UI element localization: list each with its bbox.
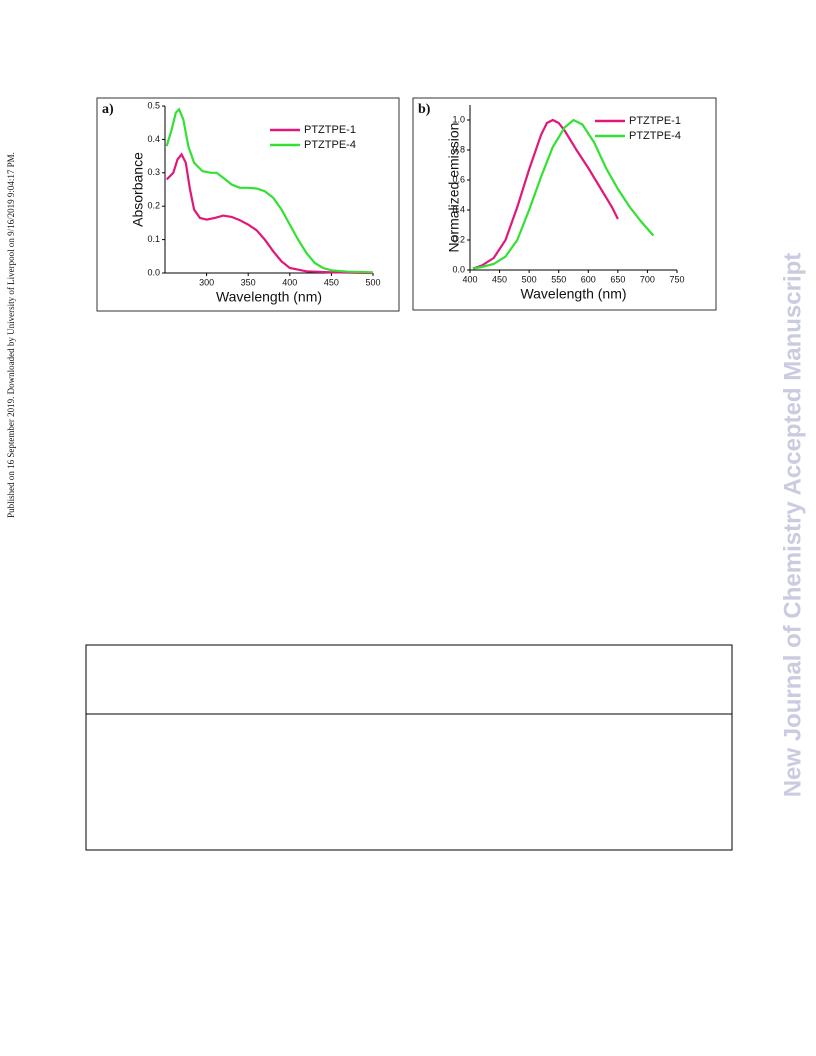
x-tick-label: 700 [640, 274, 655, 284]
x-tick-label: 300 [199, 277, 214, 287]
y-tick-label: 1.0 [452, 114, 465, 124]
x-tick-label: 350 [241, 277, 256, 287]
table-box [85, 644, 733, 851]
x-tick-label: 750 [669, 274, 684, 284]
x-tick-label: 450 [324, 277, 339, 287]
y-tick-label: 0.0 [452, 264, 465, 274]
y-tick-label: 0.5 [147, 100, 160, 110]
y-tick-label: 0.1 [147, 234, 160, 244]
y-tick-label: 0.2 [147, 201, 160, 211]
y-tick-label: 0.8 [452, 144, 465, 154]
legend-label: PTZTPE-1 [629, 115, 681, 127]
x-tick-label: 400 [462, 274, 477, 284]
side-note: Published on 16 September 2019. Download… [6, 152, 16, 518]
legend-label: PTZTPE-1 [304, 124, 356, 136]
x-tick-label: 650 [610, 274, 625, 284]
x-axis-label: Wavelength (nm) [520, 286, 626, 302]
y-tick-label: 0.4 [452, 204, 465, 214]
x-tick-label: 400 [282, 277, 297, 287]
x-tick-label: 500 [365, 277, 380, 287]
y-tick-label: 0.3 [147, 167, 160, 177]
data-line [165, 107, 374, 274]
panel-label: b) [418, 102, 431, 117]
legend-label: PTZTPE-4 [304, 139, 356, 151]
y-tick-label: 0.4 [147, 134, 160, 144]
x-tick-label: 500 [522, 274, 537, 284]
watermark: New Journal of Chemistry Accepted Manusc… [779, 253, 806, 798]
data-line [472, 118, 655, 270]
y-axis-label: Normalized emission [446, 123, 462, 253]
chart-frame [412, 97, 717, 311]
y-tick-label: 0.6 [452, 174, 465, 184]
data-line [165, 152, 374, 275]
chart-frame [96, 97, 400, 312]
x-tick-label: 450 [492, 274, 507, 284]
legend-label: PTZTPE-4 [629, 130, 681, 142]
y-tick-label: 0.2 [452, 234, 465, 244]
x-tick-label: 550 [551, 274, 566, 284]
x-tick-label: 600 [581, 274, 596, 284]
y-axis-label: Absorbance [130, 152, 146, 227]
y-tick-label: 0.0 [147, 267, 160, 277]
data-line [472, 118, 619, 270]
panel-label: a) [102, 102, 114, 117]
x-axis-label: Wavelength (nm) [216, 289, 322, 305]
